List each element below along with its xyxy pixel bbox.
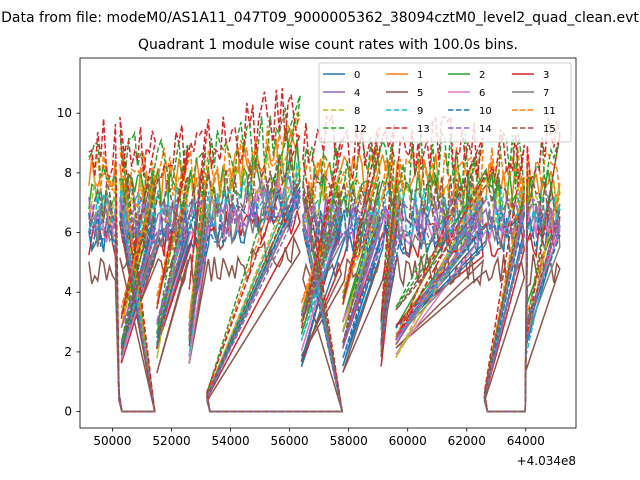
legend-box bbox=[318, 62, 572, 143]
legend-label: 5 bbox=[417, 88, 423, 99]
y-tick-label: 2 bbox=[64, 345, 72, 359]
chart-title: Quadrant 1 module wise count rates with … bbox=[138, 37, 518, 53]
x-tick-label: 56000 bbox=[271, 434, 309, 448]
legend-label: 15 bbox=[543, 124, 556, 135]
x-tick-label: 64000 bbox=[507, 434, 545, 448]
legend-label: 8 bbox=[354, 106, 360, 117]
legend-label: 11 bbox=[543, 106, 556, 117]
y-tick-label: 6 bbox=[64, 226, 72, 240]
series-line-13 bbox=[88, 88, 561, 413]
legend-label: 14 bbox=[479, 124, 492, 135]
series-line-15 bbox=[88, 147, 561, 413]
legend-label: 1 bbox=[417, 70, 423, 81]
axis-ticks: 50000 52000 54000 56000 58000 60000 62000 64000… bbox=[57, 106, 545, 448]
legend-label: 3 bbox=[543, 70, 549, 81]
x-tick-label: 50000 bbox=[93, 434, 131, 448]
y-tick-label: 4 bbox=[64, 285, 72, 299]
legend-label: 0 bbox=[354, 70, 360, 81]
legend-label: 2 bbox=[479, 70, 485, 81]
y-tick-label: 8 bbox=[64, 166, 72, 180]
y-tick-label: 10 bbox=[57, 106, 72, 120]
series-line-14 bbox=[88, 179, 561, 413]
figure-suptitle: Data from file: modeM0/AS1A11_047T09_900… bbox=[1, 10, 639, 26]
y-tick-label: 0 bbox=[64, 405, 72, 419]
x-tick-label: 52000 bbox=[152, 434, 190, 448]
legend-label: 13 bbox=[417, 124, 430, 135]
legend-label: 10 bbox=[479, 106, 492, 117]
series-lines bbox=[88, 88, 561, 413]
legend-label: 6 bbox=[479, 88, 485, 99]
legend-label: 4 bbox=[354, 88, 360, 99]
legend-label: 9 bbox=[417, 106, 423, 117]
legend-label: 12 bbox=[354, 124, 367, 135]
x-tick-label: 62000 bbox=[448, 434, 486, 448]
x-tick-label: 60000 bbox=[389, 434, 427, 448]
legend-label: 7 bbox=[543, 88, 549, 99]
x-offset-label: +4.034e8 bbox=[517, 454, 576, 468]
plot-frame bbox=[79, 57, 577, 429]
x-tick-label: 54000 bbox=[211, 434, 249, 448]
x-tick-label: 58000 bbox=[330, 434, 368, 448]
